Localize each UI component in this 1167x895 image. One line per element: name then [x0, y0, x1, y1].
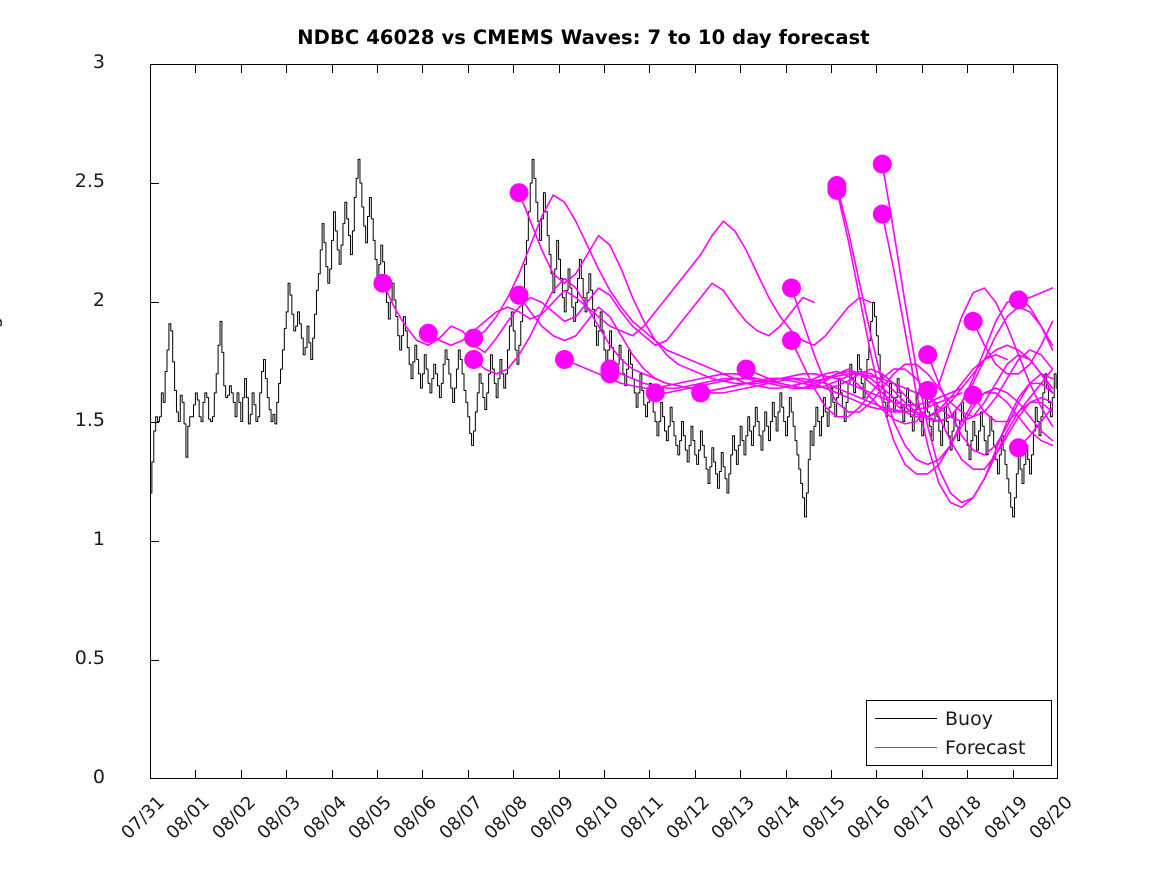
x-tick-mark-bottom — [785, 770, 787, 779]
x-tick-mark-bottom — [377, 770, 378, 779]
x-tick-mark-top — [513, 64, 515, 73]
forecast-start-marker — [872, 204, 892, 224]
forecast-start-marker — [555, 350, 574, 370]
x-tick-mark-bottom — [1012, 770, 1014, 779]
x-tick-mark-top — [921, 64, 923, 73]
forecast-start-marker — [645, 383, 665, 403]
legend-swatch-line — [875, 747, 937, 748]
x-tick-mark-bottom — [967, 770, 969, 779]
legend-item[interactable]: Buoy — [867, 705, 1053, 733]
forecast-start-marker — [691, 383, 711, 403]
plot-area — [150, 64, 1058, 779]
forecast-start-marker — [918, 345, 938, 365]
x-tick-mark-bottom — [876, 770, 878, 779]
x-tick-mark-top — [377, 64, 378, 73]
x-tick-mark-bottom — [740, 770, 742, 779]
x-tick-mark-bottom — [240, 770, 242, 779]
x-tick-mark-bottom — [331, 770, 333, 779]
x-tick-mark-top — [831, 64, 832, 73]
x-tick-mark-bottom — [649, 770, 651, 779]
x-tick-mark-bottom — [513, 770, 515, 779]
forecast-start-marker — [872, 154, 892, 174]
y-tick-label: 2 — [92, 289, 105, 312]
forecast-line — [881, 213, 1054, 509]
forecast-line — [654, 306, 1054, 423]
x-tick-mark-top — [331, 64, 333, 73]
forecast-line — [745, 287, 1054, 428]
y-tick-mark — [150, 421, 159, 423]
forecast-line — [972, 320, 1054, 375]
forecast-line — [609, 344, 1054, 418]
x-tick-mark-top — [240, 64, 242, 73]
x-tick-mark-top — [694, 64, 696, 73]
x-tick-mark-bottom — [694, 770, 696, 779]
x-tick-mark-top — [967, 64, 969, 73]
y-axis-label-text: Wave height, m — [0, 266, 3, 416]
legend-swatch-line — [875, 718, 937, 719]
y-tick-label: 3 — [92, 51, 105, 73]
y-tick-mark — [150, 659, 159, 661]
x-tick-mark-top — [286, 64, 288, 73]
forecast-start-marker — [509, 285, 529, 305]
forecast-start-marker — [827, 180, 847, 200]
y-tick-mark — [150, 540, 159, 542]
x-tick-mark-bottom — [467, 770, 469, 779]
x-tick-mark-top — [740, 64, 742, 73]
forecast-start-marker — [963, 385, 983, 405]
x-tick-mark-bottom — [921, 770, 923, 779]
x-tick-mark-bottom — [422, 770, 424, 779]
x-tick-mark-bottom — [558, 770, 560, 779]
forecast-start-marker — [418, 323, 438, 343]
page-title: NDBC 46028 vs CMEMS Waves: 7 to 10 day f… — [297, 26, 870, 49]
y-tick-label: 1.5 — [74, 408, 105, 431]
forecast-line — [926, 353, 1054, 456]
x-tick-mark-top — [604, 64, 605, 73]
forecast-start-marker — [509, 183, 529, 203]
forecast-line — [699, 296, 1054, 423]
x-tick-mark-top — [876, 64, 878, 73]
forecast-line — [972, 368, 1054, 423]
forecast-start-marker — [464, 328, 484, 348]
forecast-start-marker — [464, 350, 484, 370]
x-tick-mark-top — [1012, 64, 1014, 73]
x-tick-mark-bottom — [195, 770, 197, 779]
forecast-start-marker — [373, 273, 393, 293]
forecast-start-marker — [963, 311, 983, 331]
y-tick-label: 0 — [92, 766, 105, 788]
y-tick-mark — [150, 183, 159, 185]
x-tick-mark-top — [558, 64, 560, 73]
forecast-start-marker — [782, 330, 801, 350]
forecast-start-marker — [600, 364, 620, 384]
y-tick-mark — [150, 302, 159, 304]
x-tick-mark-bottom — [604, 770, 605, 779]
forecast-start-marker — [782, 278, 801, 298]
forecast-start-marker — [736, 359, 756, 379]
chart-canvas: NDBC 46028 vs CMEMS Waves: 7 to 10 day f… — [0, 26, 1077, 844]
forecast-line — [472, 194, 918, 394]
x-tick-mark-top — [467, 64, 469, 73]
legend-label: Forecast — [945, 737, 1026, 759]
y-tick-label: 2.5 — [74, 170, 105, 193]
x-tick-mark-bottom — [831, 770, 832, 779]
forecast-line — [790, 287, 1054, 418]
x-tick-mark-top — [422, 64, 424, 73]
forecast-line — [926, 389, 1054, 470]
legend-item[interactable]: Forecast — [867, 734, 1053, 762]
x-tick-mark-bottom — [286, 770, 288, 779]
legend: Buoy Forecast — [866, 700, 1052, 766]
forecast-start-marker — [1009, 438, 1028, 458]
forecast-start-marker — [918, 381, 938, 401]
y-tick-label: 1 — [92, 527, 105, 550]
forecast-start-marker — [1009, 290, 1028, 310]
forecast-line — [881, 163, 1054, 504]
forecast-line — [382, 282, 816, 354]
y-tick-label: 0.5 — [74, 646, 105, 669]
data-layer — [150, 154, 1058, 518]
forecast-start-markers — [373, 154, 1028, 458]
x-tick-mark-top — [785, 64, 787, 73]
x-tick-mark-top — [649, 64, 651, 73]
legend-label: Buoy — [945, 708, 993, 730]
plot-border — [150, 64, 1058, 779]
x-tick-mark-top — [195, 64, 197, 73]
